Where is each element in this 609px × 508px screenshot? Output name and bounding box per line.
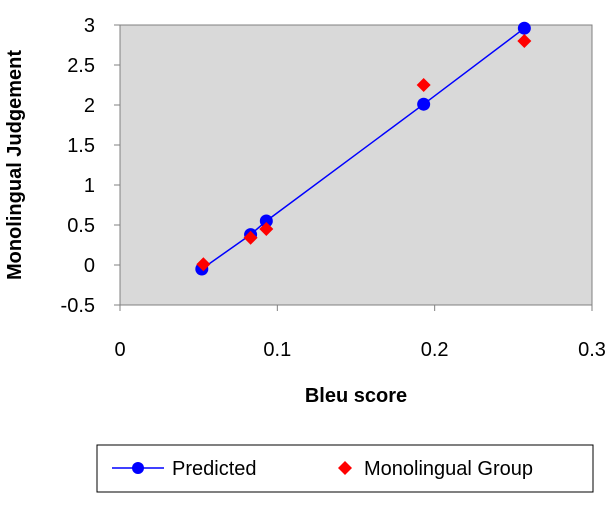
x-tick-label: 0.3 (578, 339, 606, 361)
predicted-point (517, 21, 531, 35)
y-tick-label: 1 (84, 175, 95, 197)
legend-predicted-marker (132, 462, 144, 474)
y-tick-label: 0.5 (67, 215, 95, 237)
x-tick-label: 0.2 (421, 339, 449, 361)
legend-monolingual-marker (338, 461, 352, 475)
monolingual-group-point (517, 34, 532, 48)
legend-monolingual-label: Monolingual Group (364, 458, 533, 480)
y-tick-label: 2.5 (67, 55, 95, 77)
plot-area (119, 24, 593, 306)
y-tick-label: -0.5 (61, 295, 95, 317)
y-tick-label: 1.5 (67, 135, 95, 157)
y-tick-label: 0 (84, 255, 95, 277)
y-tick-label: 2 (84, 95, 95, 117)
legend-predicted-label: Predicted (172, 458, 257, 480)
x-tick-label: 0 (114, 339, 125, 361)
x-tick-label: 0.1 (263, 339, 291, 361)
monolingual-group-point (196, 257, 211, 272)
legend: Predicted Monolingual Group (96, 444, 594, 493)
x-axis-title: Bleu score (305, 385, 407, 407)
predicted-point (417, 97, 431, 111)
y-axis-title: Monolingual Judgement (4, 50, 26, 280)
legend-box (96, 444, 594, 493)
predicted-point (259, 214, 273, 228)
monolingual-group-point (243, 230, 258, 245)
y-tick-label: 3 (84, 15, 95, 37)
monolingual-group-point (259, 222, 274, 236)
monolingual-group-point (416, 78, 431, 92)
